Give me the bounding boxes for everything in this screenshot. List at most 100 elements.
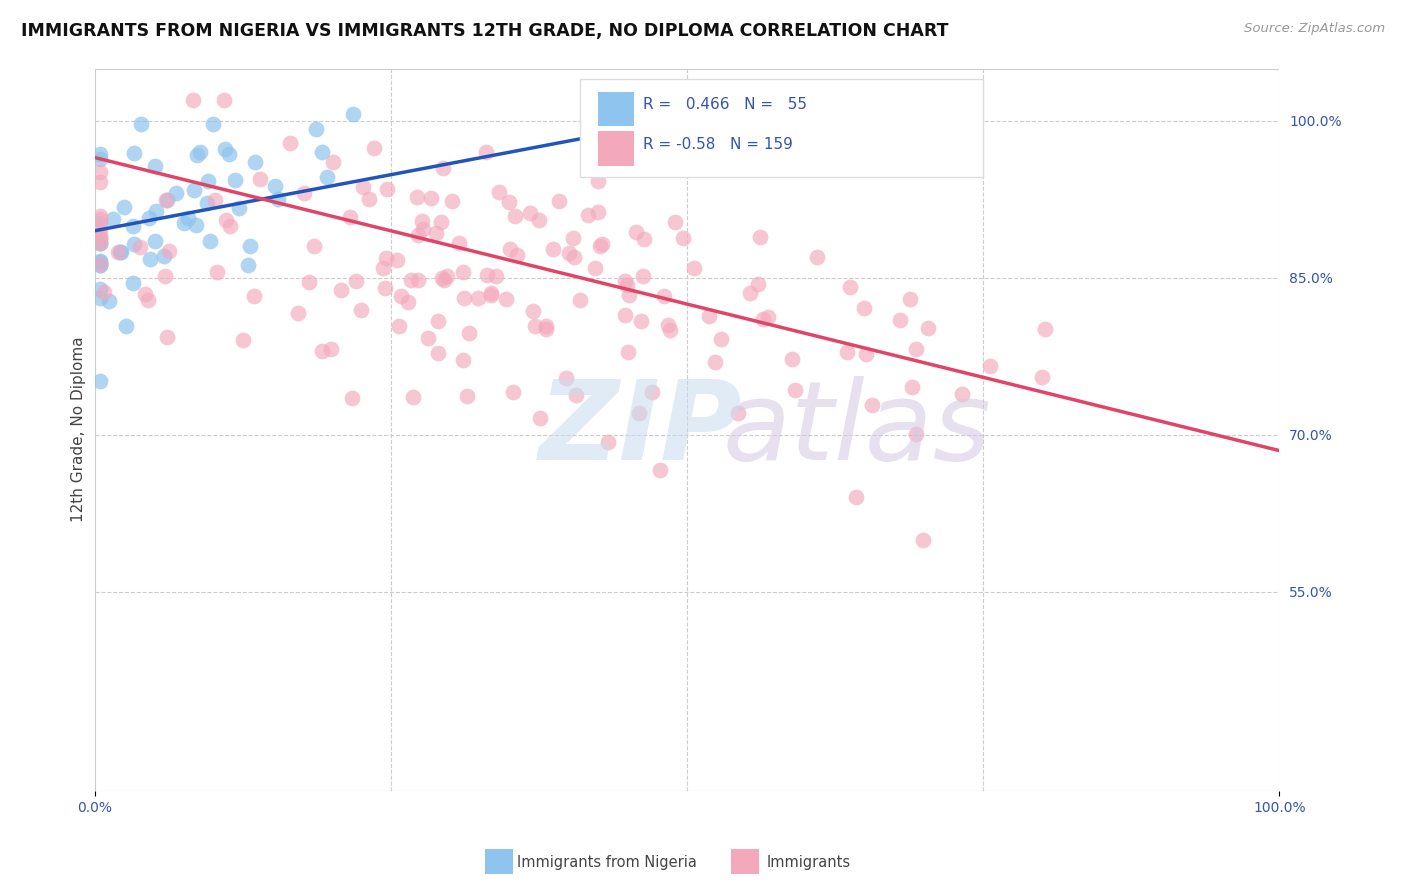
Point xyxy=(806,250,828,264)
Point xyxy=(205,265,228,279)
Text: Immigrants from Nigeria: Immigrants from Nigeria xyxy=(517,855,697,870)
Point xyxy=(243,289,266,303)
Point xyxy=(89,257,111,271)
Point xyxy=(143,234,166,248)
Point xyxy=(387,253,409,268)
Point xyxy=(93,285,115,300)
Point xyxy=(374,252,396,266)
Point xyxy=(215,212,238,227)
Point xyxy=(633,269,655,284)
Point xyxy=(467,291,489,305)
Point xyxy=(359,192,381,206)
Point xyxy=(453,291,475,305)
Point xyxy=(562,250,585,264)
Point xyxy=(329,283,352,297)
Point xyxy=(569,293,592,307)
Point xyxy=(498,195,520,210)
Point xyxy=(89,235,111,250)
Point xyxy=(190,145,212,160)
Point xyxy=(122,236,145,251)
Point xyxy=(405,190,427,204)
Point xyxy=(89,215,111,229)
Point xyxy=(195,196,218,211)
Point xyxy=(1031,370,1053,384)
Point xyxy=(122,277,145,291)
Y-axis label: 12th Grade, No Diploma: 12th Grade, No Diploma xyxy=(72,337,86,523)
Point xyxy=(165,186,187,201)
FancyBboxPatch shape xyxy=(598,131,634,166)
Point xyxy=(186,218,208,232)
Point xyxy=(197,173,219,187)
Point xyxy=(218,219,240,233)
Point xyxy=(267,192,290,206)
Point xyxy=(630,314,652,328)
Point xyxy=(586,205,609,219)
Point xyxy=(657,318,679,333)
Point xyxy=(89,258,111,272)
Point xyxy=(905,343,928,357)
Point xyxy=(536,321,558,335)
Point xyxy=(427,314,450,328)
Point xyxy=(447,236,470,251)
Point xyxy=(89,175,111,189)
Text: R =   0.466   N =   55: R = 0.466 N = 55 xyxy=(643,97,807,112)
Point xyxy=(389,289,412,303)
Text: R = -0.58   N = 159: R = -0.58 N = 159 xyxy=(643,137,793,153)
Point xyxy=(474,145,496,159)
Point xyxy=(654,289,676,303)
Point xyxy=(950,387,973,401)
Point xyxy=(239,238,262,252)
Point xyxy=(1033,322,1056,336)
Point xyxy=(534,318,557,333)
Point xyxy=(212,93,235,107)
Point xyxy=(785,383,807,397)
Point xyxy=(586,174,609,188)
Point xyxy=(198,235,221,249)
Point xyxy=(901,380,924,394)
Point xyxy=(302,238,325,252)
Point xyxy=(264,178,287,193)
Point xyxy=(617,345,640,359)
Point xyxy=(89,374,111,388)
Point xyxy=(280,136,302,150)
Point xyxy=(298,275,321,289)
Point xyxy=(451,264,474,278)
Point xyxy=(305,121,328,136)
Point xyxy=(319,342,342,356)
Point xyxy=(342,391,364,405)
Point xyxy=(89,282,111,296)
Point xyxy=(89,230,111,244)
Point xyxy=(107,245,129,260)
Point xyxy=(658,323,681,337)
Point xyxy=(89,258,111,272)
Point xyxy=(747,277,769,292)
Point xyxy=(591,237,613,252)
Point xyxy=(155,193,177,207)
Point xyxy=(373,261,395,276)
Point xyxy=(589,238,612,252)
Point xyxy=(89,147,111,161)
Point xyxy=(524,319,547,334)
Point xyxy=(375,182,398,196)
Point xyxy=(485,268,508,283)
Point xyxy=(558,246,581,260)
Point xyxy=(224,173,246,187)
Point xyxy=(917,321,939,335)
Text: Immigrants: Immigrants xyxy=(766,855,851,870)
Point xyxy=(678,108,700,122)
Point xyxy=(89,228,111,243)
Point xyxy=(898,293,921,307)
Point xyxy=(122,219,145,233)
Point xyxy=(294,186,316,200)
Point xyxy=(912,533,935,548)
Point xyxy=(153,249,176,263)
Point xyxy=(204,193,226,207)
Point xyxy=(576,208,599,222)
Point xyxy=(456,389,478,403)
Point xyxy=(527,212,550,227)
Point xyxy=(420,191,443,205)
Point xyxy=(554,371,576,385)
Point xyxy=(541,242,564,256)
Point xyxy=(756,310,779,324)
Point xyxy=(129,240,152,254)
